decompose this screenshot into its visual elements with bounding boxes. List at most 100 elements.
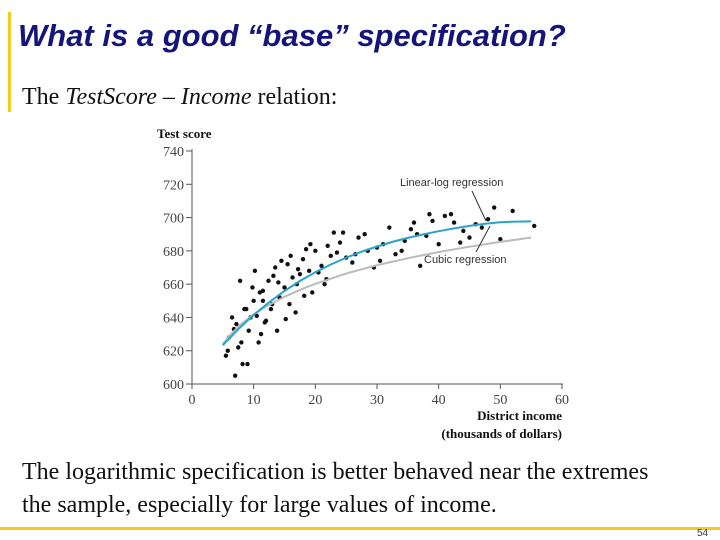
scatter-point — [328, 253, 333, 259]
scatter-point — [237, 278, 243, 284]
scatter-point — [393, 251, 398, 257]
scatter-point — [274, 328, 280, 333]
scatter-point — [246, 328, 251, 333]
scatter-point — [260, 298, 266, 303]
scatter-point — [310, 290, 315, 295]
scatter-point — [256, 340, 261, 345]
scatter-point — [479, 225, 485, 230]
cubic-annotation: Cubic regression — [424, 254, 507, 266]
scatter-point — [232, 373, 238, 378]
title-accent-bar — [8, 12, 11, 112]
scatter-point — [268, 306, 274, 312]
x-ticks: 0 10 20 30 40 50 60 — [189, 384, 569, 408]
scatter-point — [356, 235, 361, 240]
scatter-point — [331, 230, 337, 235]
slide-title: What is a good “base” specification? — [18, 18, 566, 53]
scatter-point — [306, 268, 312, 274]
y-axis-label: Test score — [157, 126, 212, 141]
scatter-point — [436, 242, 441, 247]
intro-post: relation: — [251, 84, 338, 110]
scatter-point — [293, 310, 298, 315]
scatter-point — [308, 242, 313, 247]
scatter-point — [322, 281, 327, 287]
scatter-point — [225, 348, 230, 353]
x-tick-label: 50 — [493, 393, 507, 408]
scatter-point — [467, 235, 472, 240]
cubic-regression-line — [222, 220, 532, 346]
scatter-point — [250, 285, 255, 290]
scatter-point — [510, 208, 515, 214]
scatter-point — [251, 298, 256, 303]
linear-log-arrow — [471, 190, 487, 222]
scatter-point — [334, 250, 340, 255]
scatter-point — [282, 285, 287, 290]
scatter-point — [458, 240, 463, 245]
scatter-point — [297, 271, 303, 277]
y-tick-label: 640 — [163, 311, 184, 326]
scatter-point — [288, 253, 293, 259]
x-tick-label: 30 — [370, 393, 384, 408]
scatter-point — [337, 240, 343, 245]
intro-emphasis: TestScore – Income — [65, 84, 252, 110]
y-tick-label: 720 — [163, 178, 184, 193]
scatter-point — [408, 227, 414, 232]
scatter-point — [387, 225, 392, 230]
intro-text: The TestScore – Income relation: — [22, 84, 337, 111]
x-axis-label-line2: (thousands of dollars) — [441, 426, 562, 441]
x-axis-label-line1: District income — [477, 408, 562, 423]
scatter-point — [290, 275, 295, 280]
y-tick-label: 680 — [163, 245, 184, 260]
scatter-point — [254, 313, 259, 318]
x-tick-label: 60 — [555, 393, 569, 408]
conclusion-line-2: the sample, especially for large values … — [22, 492, 497, 518]
x-tick-label: 20 — [308, 393, 322, 408]
scatter-point — [245, 361, 250, 367]
y-tick-label: 620 — [163, 345, 184, 360]
scatter-point — [485, 217, 491, 222]
scatter-point — [303, 246, 309, 252]
y-ticks: 600 620 640 660 680 700 720 740 — [163, 145, 192, 393]
conclusion-text: The logarithmic specification is better … — [22, 456, 648, 522]
scatter-point — [532, 223, 537, 229]
chart-axes — [191, 149, 563, 385]
scatter-point — [461, 228, 466, 234]
scatter-point — [451, 220, 457, 225]
y-tick-label: 660 — [163, 278, 184, 293]
scatter-point — [377, 258, 383, 264]
scatter-point — [491, 205, 497, 210]
scatter-point — [340, 230, 346, 235]
footer-accent-bar — [0, 527, 720, 530]
linear-log-regression-line — [222, 236, 532, 345]
scatter-point — [430, 218, 435, 224]
scatter-point — [417, 263, 423, 269]
intro-pre: The — [22, 84, 66, 110]
scatter-point — [260, 288, 266, 293]
cubic-arrow — [475, 225, 491, 253]
x-tick-label: 40 — [432, 393, 446, 408]
regression-lines — [222, 220, 532, 346]
scatter-point — [448, 212, 454, 217]
scatter-point — [236, 345, 241, 350]
linear-log-annotation: Linear-log regression — [400, 177, 503, 189]
scatter-point — [234, 321, 239, 327]
scatter-point — [427, 212, 432, 217]
scatter-point — [325, 243, 330, 249]
scatter-point — [295, 266, 301, 272]
x-tick-label: 0 — [189, 393, 196, 408]
scatter-point — [300, 256, 306, 262]
scatter-point — [244, 306, 249, 312]
scatter-point — [283, 316, 288, 322]
scatter-point — [498, 237, 503, 242]
scatter-point — [273, 265, 278, 270]
y-tick-label: 600 — [163, 378, 184, 393]
data-points — [223, 205, 537, 378]
y-tick-label: 740 — [163, 145, 184, 160]
conclusion-line-1: The logarithmic specification is better … — [22, 459, 649, 485]
y-tick-label: 700 — [163, 212, 184, 227]
x-tick-label: 10 — [247, 393, 261, 408]
scatter-point — [276, 280, 281, 285]
scatter-point — [229, 315, 235, 320]
scatter-point — [302, 293, 307, 298]
scatter-point — [252, 268, 258, 274]
